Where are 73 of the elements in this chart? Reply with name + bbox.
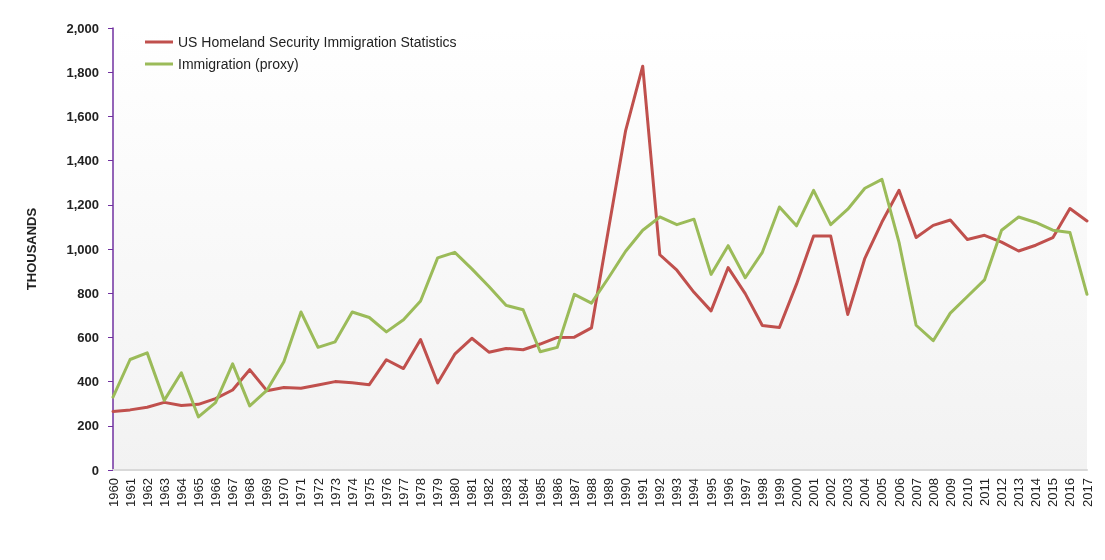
y-tick-label: 1,400 [66, 153, 99, 169]
y-axis-title: THOUSANDS [24, 207, 39, 291]
x-tick-label: 2010 [959, 478, 975, 507]
x-tick-label: 1962 [139, 478, 155, 507]
x-tick-label: 1970 [276, 478, 292, 507]
y-tick-label: 2,000 [66, 20, 99, 36]
x-tick-label: 1994 [686, 478, 702, 507]
x-tick-label: 1972 [310, 478, 326, 507]
x-tick-label: 2008 [925, 478, 941, 507]
line-series [111, 177, 1089, 419]
x-tick-label: 2012 [994, 478, 1010, 507]
x-tick-label: 2015 [1045, 478, 1061, 507]
legend-label: Immigration (proxy) [178, 56, 299, 72]
y-tick-label: 1,000 [66, 241, 99, 257]
y-tick-label: 600 [77, 329, 99, 345]
x-tick-label: 1997 [737, 478, 753, 507]
x-tick-label: 1995 [703, 478, 719, 507]
x-tick-label: 2017 [1079, 478, 1095, 507]
x-tick-label: 1986 [549, 478, 565, 507]
x-tick-label: 1978 [413, 478, 429, 507]
x-tick-label: 1985 [532, 478, 548, 507]
y-tick-label: 1,800 [66, 64, 99, 80]
x-tick-label: 2013 [1011, 478, 1027, 507]
x-tick-label: 1960 [105, 478, 121, 507]
x-tick-label: 2002 [823, 478, 839, 507]
y-tick-label: 1,200 [66, 197, 99, 213]
legend-label: US Homeland Security Immigration Statistics [178, 34, 457, 50]
x-tick-label: 1968 [242, 478, 258, 507]
x-tick-label: 1983 [498, 478, 514, 507]
x-tick-label: 2016 [1062, 478, 1078, 507]
x-tick-label: 1989 [601, 478, 617, 507]
x-tick-label: 1979 [430, 478, 446, 507]
x-tick-label: 1980 [447, 478, 463, 507]
x-tick-label: 1976 [378, 478, 394, 507]
x-tick-label: 1982 [481, 478, 497, 507]
x-tick-label: 1999 [771, 478, 787, 507]
x-tick-label: 1971 [293, 478, 309, 507]
x-tick-label: 1977 [395, 478, 411, 507]
y-tick-label: 1,600 [66, 108, 99, 124]
x-tick-label: 1981 [464, 478, 480, 507]
x-tick-label: 1961 [122, 478, 138, 507]
x-tick-label: 1998 [754, 478, 770, 507]
y-tick-label: 400 [77, 374, 99, 390]
x-tick-label: 1993 [669, 478, 685, 507]
x-tick-label: 1992 [652, 478, 668, 507]
x-tick-label: 2003 [840, 478, 856, 507]
x-tick-label: 1967 [225, 478, 241, 507]
x-tick-label: 1991 [635, 478, 651, 507]
x-tick-label: 2001 [806, 478, 822, 507]
x-tick-label: 1988 [583, 478, 599, 507]
x-tick-label: 1996 [720, 478, 736, 507]
x-tick-label: 1963 [156, 478, 172, 507]
x-tick-label: 1974 [344, 478, 360, 507]
x-tick-label: 1984 [515, 478, 531, 507]
y-tick-label: 0 [91, 462, 99, 478]
x-tick-label: 1966 [208, 478, 224, 507]
x-tick-label: 1965 [190, 478, 206, 507]
y-tick-label: 800 [77, 285, 99, 301]
x-tick-label: 2007 [908, 478, 924, 507]
x-tick-label: 1973 [327, 478, 343, 507]
x-tick-label: 2004 [857, 478, 873, 507]
x-tick-label: 1964 [173, 478, 189, 507]
x-tick-label: 2009 [942, 478, 958, 507]
y-tick-label: 200 [77, 418, 99, 434]
x-tick-label: 2011 [976, 478, 992, 506]
x-tick-label: 2000 [789, 478, 805, 507]
x-tick-label: 1975 [361, 478, 377, 507]
x-tick-label: 1969 [259, 478, 275, 507]
x-tick-label: 1990 [618, 478, 634, 507]
x-tick-label: 2014 [1028, 478, 1044, 507]
x-tick-label: 2005 [874, 478, 890, 507]
x-tick-label: 2006 [891, 478, 907, 507]
x-tick-label: 1987 [566, 478, 582, 507]
